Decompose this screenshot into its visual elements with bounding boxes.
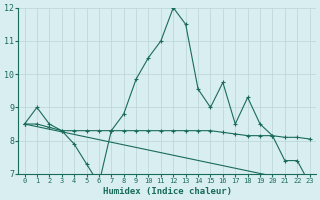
X-axis label: Humidex (Indice chaleur): Humidex (Indice chaleur) [103, 187, 232, 196]
